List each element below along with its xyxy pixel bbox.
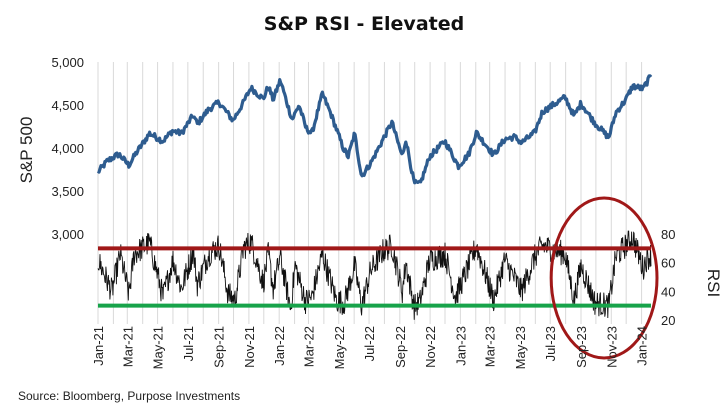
x-tick-label: Mar-23 <box>483 326 498 367</box>
left-tick-label: 3,500 <box>51 184 84 199</box>
right-tick-label: 40 <box>661 284 675 299</box>
sp500-line <box>96 74 653 185</box>
x-tick-label: Nov-21 <box>242 326 257 368</box>
x-tick-label: Sep-22 <box>393 326 408 368</box>
right-tick-label: 80 <box>661 227 675 242</box>
x-tick-label: Jul-23 <box>543 326 558 361</box>
x-tick-label: Sep-23 <box>574 326 589 368</box>
x-tick-label: May-21 <box>151 326 166 369</box>
x-tick-label: Jul-22 <box>362 326 377 361</box>
x-tick-label: Sep-21 <box>212 326 227 368</box>
right-axis-ticks: 20 40 60 80 <box>661 227 675 328</box>
left-tick-label: 4,000 <box>51 141 84 156</box>
x-tick-label: Jan-21 <box>91 326 106 366</box>
x-tick-label: Nov-22 <box>423 326 438 368</box>
right-tick-label: 60 <box>661 256 675 271</box>
left-tick-label: 3,000 <box>51 227 84 242</box>
highlight-ellipse <box>549 196 659 360</box>
x-tick-label: Mar-22 <box>302 326 317 367</box>
left-tick-label: 5,000 <box>51 55 84 70</box>
left-axis-label: S&P 500 <box>17 117 36 184</box>
rsi-layer <box>97 230 652 320</box>
x-tick-label: Jan-22 <box>272 326 287 366</box>
left-axis-ticks: 3,000 3,500 4,000 4,500 5,000 <box>51 55 84 242</box>
x-tick-label: May-22 <box>332 326 347 369</box>
left-tick-label: 4,500 <box>51 98 84 113</box>
x-tick-label: Nov-23 <box>604 326 619 368</box>
chart-title: S&P RSI - Elevated <box>264 13 464 35</box>
source-note: Source: Bloomberg, Purpose Investments <box>18 389 240 403</box>
x-tick-label: May-23 <box>513 326 528 369</box>
right-axis-label: RSI <box>704 269 723 297</box>
x-tick-label: Jul-21 <box>181 326 196 361</box>
x-tick-label: Jan-23 <box>453 326 468 366</box>
sp500-layer <box>96 74 653 185</box>
rsi-line <box>97 230 652 320</box>
x-tick-label: Mar-21 <box>120 326 135 367</box>
x-axis-ticks: Jan-21 Mar-21 May-21 Jul-21 Sep-21 Nov-21 Jan-… <box>91 326 650 369</box>
right-tick-label: 20 <box>661 313 675 328</box>
x-tick-label: Jan-24 <box>635 326 650 366</box>
highlight-ellipse-layer <box>549 196 659 360</box>
reference-lines <box>98 246 651 308</box>
